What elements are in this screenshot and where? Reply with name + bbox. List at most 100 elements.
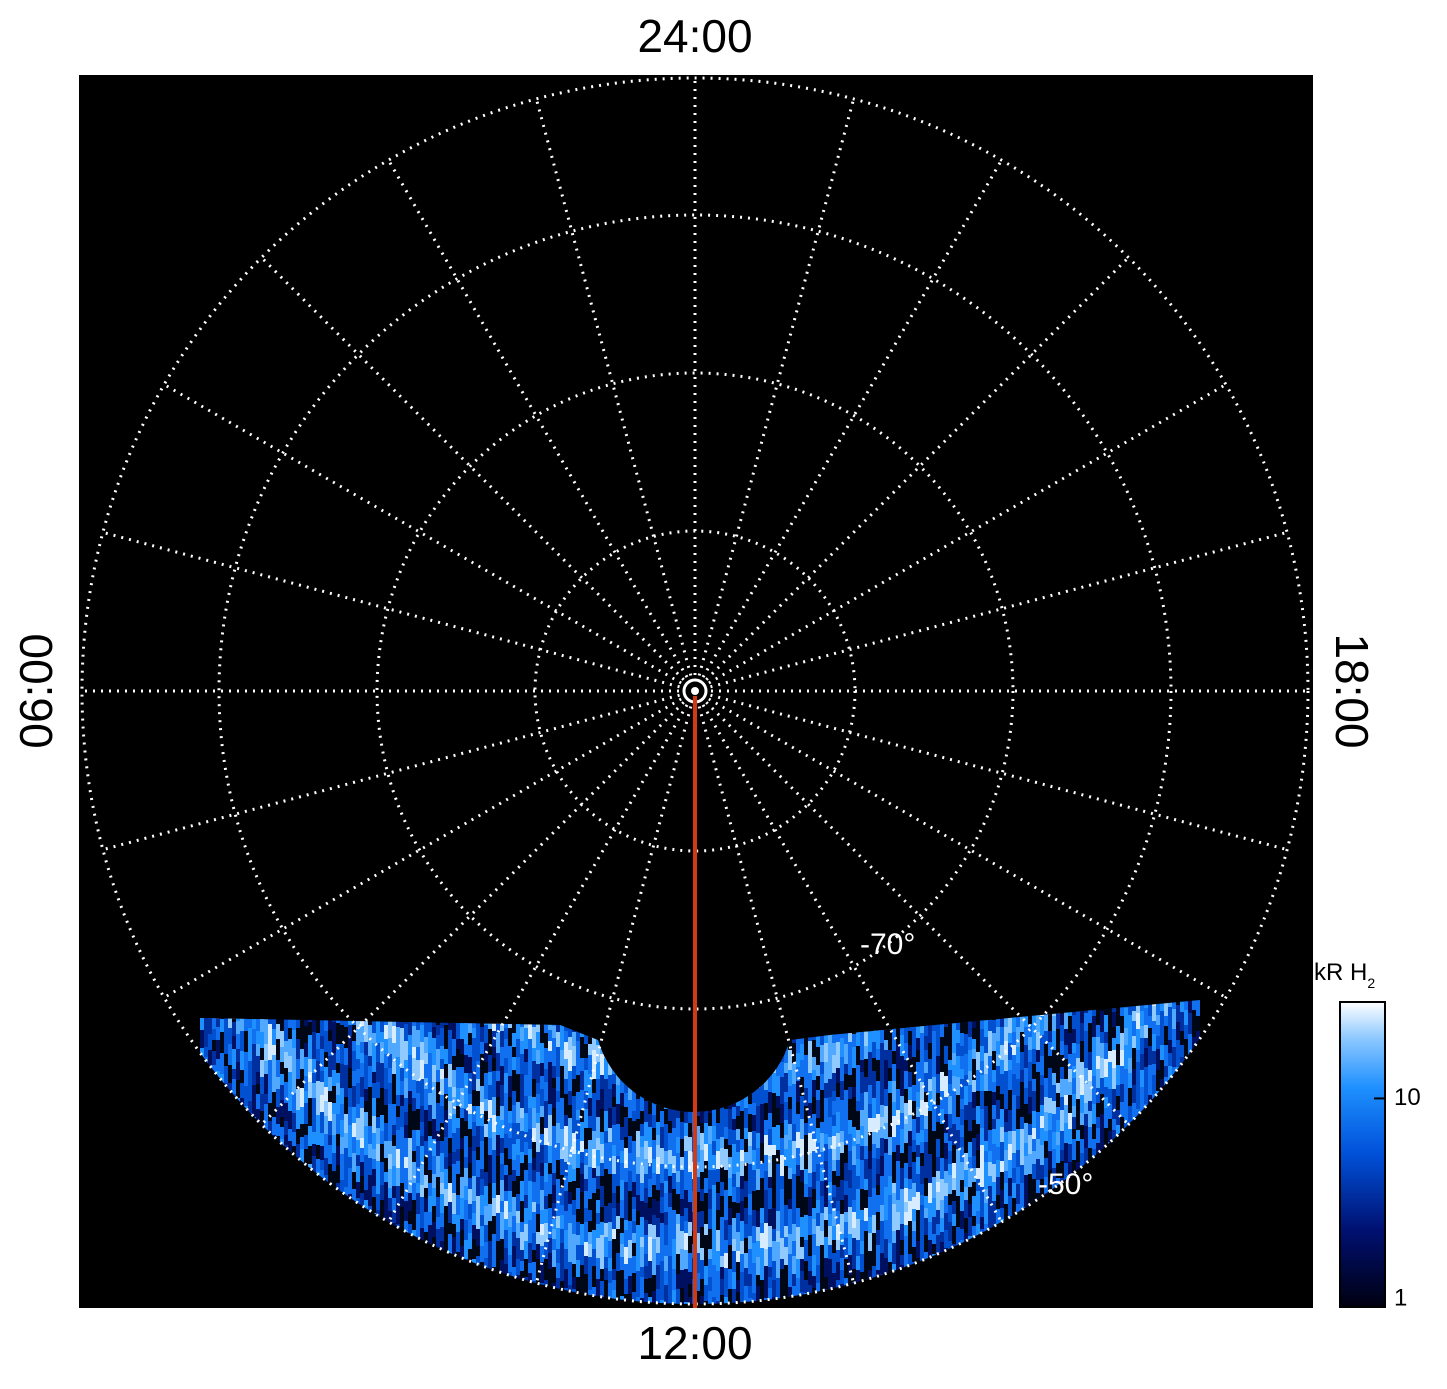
aurora-cell [808,1235,812,1259]
aurora-cell [324,1087,328,1111]
aurora-cell [416,1130,420,1154]
aurora-cell [524,1224,528,1248]
aurora-cell [1000,1074,1004,1098]
aurora-cell [820,1026,824,1050]
aurora-cell [236,1049,240,1073]
aurora-cell [228,1028,232,1052]
aurora-cell [356,1069,360,1093]
aurora-cell [852,1047,856,1071]
aurora-cell [820,1168,824,1192]
aurora-cell [852,1238,856,1262]
aurora-cell [472,1090,476,1114]
aurora-cell [504,1201,508,1225]
aurora-cell [812,1255,816,1279]
aurora-cell [1096,1128,1100,1152]
aurora-cell [572,1032,576,1056]
aurora-cell [244,1066,248,1090]
aurora-cell [1036,1122,1040,1146]
aurora-cell [800,1182,804,1206]
aurora-cell [736,1172,740,1196]
aurora-cell [1044,1141,1048,1165]
aurora-cell [456,1195,460,1219]
aurora-cell [544,1163,548,1187]
aurora-cell [752,1131,756,1155]
aurora-cell [288,1072,292,1096]
aurora-cell [792,1158,796,1182]
aurora-cell [912,1057,916,1081]
aurora-cell [392,1146,396,1170]
aurora-cell [540,1076,544,1100]
aurora-cell [564,1042,568,1066]
aurora-cell [272,1117,276,1141]
aurora-cell [828,1245,832,1269]
aurora-cell [476,1177,480,1201]
aurora-cell [264,1308,268,1332]
aurora-cell [404,1098,408,1122]
aurora-cell [308,1309,312,1333]
aurora-cell [640,1166,644,1190]
aurora-cell [1080,1062,1084,1086]
aurora-cell [372,1116,376,1140]
aurora-cell [756,1190,760,1214]
aurora-cell [688,1222,692,1246]
aurora-cell [568,1204,572,1228]
aurora-cell [424,1141,428,1165]
aurora-cell [876,1195,880,1219]
aurora-cell [800,1155,804,1179]
aurora-cell [1124,1104,1128,1128]
aurora-cell [476,1091,480,1115]
aurora-cell [232,1036,236,1060]
aurora-cell [612,1107,616,1131]
aurora-cell [1088,1038,1092,1062]
aurora-cell [984,1124,988,1148]
aurora-cell [408,1159,412,1183]
aurora-cell [864,1130,868,1154]
aurora-cell [636,1297,640,1304]
aurora-cell [976,1070,980,1094]
aurora-cell [1000,1094,1004,1118]
aurora-cell [632,1243,636,1267]
aurora-cell [260,1032,264,1056]
aurora-cell [520,1181,524,1205]
aurora-cell [292,1030,296,1054]
aurora-cell [792,1084,796,1108]
aurora-cell [548,1083,552,1107]
aurora-cell [508,1123,512,1147]
aurora-cell [780,1155,784,1179]
aurora-cell [676,1194,680,1218]
aurora-cell [1068,1129,1072,1153]
aurora-cell [1140,1011,1144,1035]
aurora-cell [392,1166,396,1190]
aurora-cell [888,1068,892,1092]
aurora-cell [628,1136,632,1160]
aurora-cell [584,1044,588,1068]
aurora-cell [648,1261,652,1285]
aurora-cell [532,1233,536,1257]
aurora-cell [648,1278,652,1302]
aurora-cell [1092,1037,1096,1061]
aurora-cell [964,1200,968,1224]
aurora-cell [652,1159,656,1183]
aurora-cell [1152,1006,1156,1030]
aurora-cell [800,1077,804,1101]
aurora-cell [428,1121,432,1145]
aurora-cell [644,1188,648,1212]
aurora-cell [584,1027,588,1051]
aurora-cell [988,1130,992,1154]
aurora-cell [724,1279,728,1303]
aurora-cell [1100,1078,1104,1102]
aurora-cell [476,1196,480,1220]
aurora-cell [892,1051,896,1075]
aurora-cell [376,1043,380,1067]
aurora-cell [520,1074,524,1098]
aurora-cell [812,1219,816,1243]
aurora-cell [636,1174,640,1198]
aurora-cell [948,1175,952,1199]
aurora-cell [1136,1029,1140,1053]
aurora-cell [464,1121,468,1145]
aurora-cell [416,1109,420,1133]
aurora-cell [448,1030,452,1054]
aurora-cell [288,1039,292,1063]
aurora-cell [612,1156,616,1180]
aurora-cell [1084,1068,1088,1092]
